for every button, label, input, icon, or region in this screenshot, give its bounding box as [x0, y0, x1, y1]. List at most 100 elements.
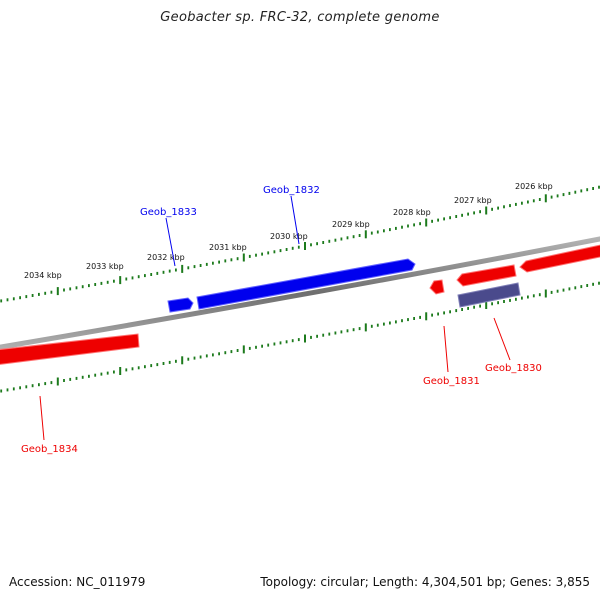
- inner-ring-minor-tick: [455, 309, 458, 313]
- inner-ring-minor-tick: [479, 304, 481, 308]
- outer-ring-major-tick: [425, 218, 428, 227]
- outer-ring-minor-tick: [370, 231, 373, 235]
- outer-ring-minor-tick: [568, 191, 571, 195]
- outer-ring-minor-tick: [199, 264, 202, 267]
- inner-ring-major-tick: [181, 356, 184, 365]
- inner-ring-minor-tick: [383, 322, 385, 326]
- inner-ring-minor-tick: [224, 351, 227, 355]
- inner-ring-minor-tick: [81, 375, 84, 379]
- outer-ring-minor-tick: [352, 235, 355, 239]
- gene-label-geob-1830[interactable]: Geob_1830: [485, 363, 542, 374]
- outer-ring-major-tick: [56, 287, 59, 296]
- outer-ring-minor-tick: [267, 251, 270, 255]
- genome-backbone: [0, 236, 600, 350]
- inner-ring-minor-tick: [144, 365, 146, 369]
- inner-ring-minor-tick: [598, 281, 600, 285]
- leader-line-geob-1832: [290, 195, 300, 245]
- gene-label-geob-1834[interactable]: Geob_1834: [21, 444, 78, 455]
- inner-ring-minor-tick: [156, 363, 159, 367]
- inner-ring-minor-tick: [461, 308, 463, 311]
- inner-ring-minor-tick: [316, 334, 318, 338]
- inner-ring-minor-tick: [322, 333, 325, 337]
- inner-ring-minor-tick: [162, 362, 165, 365]
- outer-ring-minor-tick: [586, 188, 589, 192]
- inner-ring-major-tick: [544, 289, 547, 298]
- outer-ring-minor-tick: [94, 283, 97, 286]
- gene-arrow-geob-1831[interactable]: [429, 279, 445, 295]
- gene-arrow-upstream[interactable]: [519, 244, 600, 273]
- outer-ring-minor-tick: [175, 268, 177, 272]
- gene-arrow-geob-1830[interactable]: [456, 264, 517, 287]
- inner-ring-minor-tick: [358, 327, 361, 331]
- leader-line-geob-1833: [165, 217, 176, 267]
- inner-ring-minor-tick: [395, 320, 397, 324]
- gene-arrow-geob-1832[interactable]: [196, 258, 416, 310]
- outer-ring-minor-tick: [592, 187, 594, 190]
- inner-ring-minor-tick: [248, 346, 251, 350]
- outer-ring-minor-tick: [461, 213, 463, 217]
- feature-bar-purple[interactable]: [457, 282, 521, 308]
- inner-ring-minor-tick: [515, 297, 517, 301]
- outer-ring-minor-tick: [413, 223, 415, 227]
- gene-arrow-geob-1833[interactable]: [167, 297, 194, 313]
- inner-ring-minor-tick: [389, 321, 391, 325]
- inner-ring-minor-tick: [113, 370, 115, 374]
- inner-ring-minor-tick: [273, 342, 276, 346]
- inner-ring-minor-tick: [503, 300, 505, 303]
- outer-ring-minor-tick: [395, 226, 397, 230]
- map-title: Geobacter sp. FRC-32, complete genome: [160, 10, 440, 25]
- gene-label-geob-1831[interactable]: Geob_1831: [423, 376, 480, 387]
- outer-ring-major-tick: [242, 253, 245, 262]
- inner-ring-minor-tick: [6, 388, 9, 392]
- outer-ring-minor-tick: [389, 228, 391, 232]
- inner-ring-minor-tick: [352, 328, 355, 332]
- outer-ring-minor-tick: [261, 252, 263, 256]
- inner-ring-minor-tick: [193, 356, 196, 360]
- outer-ring-minor-tick: [297, 245, 300, 249]
- inner-ring-minor-tick: [586, 284, 589, 287]
- outer-ring-minor-tick: [106, 280, 109, 284]
- inner-ring-minor-tick: [538, 293, 541, 297]
- inner-ring-minor-tick: [199, 355, 202, 359]
- outer-ring-minor-tick: [316, 242, 318, 246]
- outer-ring-minor-tick: [340, 237, 343, 241]
- inner-ring-minor-tick: [261, 344, 263, 348]
- outer-ring-minor-tick: [19, 296, 21, 300]
- outer-ring-minor-tick: [407, 224, 409, 228]
- outer-ring-minor-tick: [376, 230, 379, 234]
- inner-ring-minor-tick: [44, 382, 47, 386]
- inner-ring-minor-tick: [69, 377, 72, 381]
- inner-ring-minor-tick: [63, 379, 65, 382]
- inner-ring-minor-tick: [370, 324, 373, 328]
- gene-label-geob-1833[interactable]: Geob_1833: [140, 207, 197, 218]
- outer-ring-minor-tick: [479, 210, 481, 214]
- outer-ring-minor-tick: [218, 260, 220, 264]
- inner-ring-minor-tick: [310, 335, 312, 339]
- outer-ring-minor-tick: [473, 211, 475, 215]
- outer-ring-minor-tick: [328, 239, 331, 243]
- outer-ring-minor-tick: [12, 297, 15, 301]
- inner-ring-minor-tick: [376, 323, 379, 327]
- outer-ring-minor-tick: [515, 202, 517, 206]
- outer-ring-minor-tick: [467, 212, 469, 216]
- outer-ring-minor-tick: [527, 200, 529, 204]
- inner-ring-minor-tick: [473, 305, 475, 309]
- scale-label-2031: 2031 kbp: [209, 243, 247, 252]
- outer-ring-major-tick: [544, 194, 547, 203]
- outer-ring-minor-tick: [437, 218, 439, 222]
- scale-label-2030: 2030 kbp: [270, 232, 308, 241]
- outer-ring-minor-tick: [310, 243, 312, 247]
- scale-label-2032: 2032 kbp: [147, 253, 185, 262]
- outer-ring-minor-tick: [0, 299, 3, 303]
- inner-ring-minor-tick: [205, 354, 208, 358]
- outer-ring-minor-tick: [521, 201, 523, 205]
- inner-ring-minor-tick: [236, 349, 239, 352]
- outer-ring-minor-tick: [358, 234, 361, 237]
- leader-line-geob-1830: [493, 317, 511, 361]
- scale-label-2026: 2026 kbp: [515, 182, 553, 191]
- inner-ring-minor-tick: [187, 357, 190, 361]
- inner-ring-minor-tick: [267, 343, 270, 347]
- gene-arrow-geob-1834[interactable]: [0, 333, 140, 365]
- gene-label-geob-1832[interactable]: Geob_1832: [263, 185, 320, 196]
